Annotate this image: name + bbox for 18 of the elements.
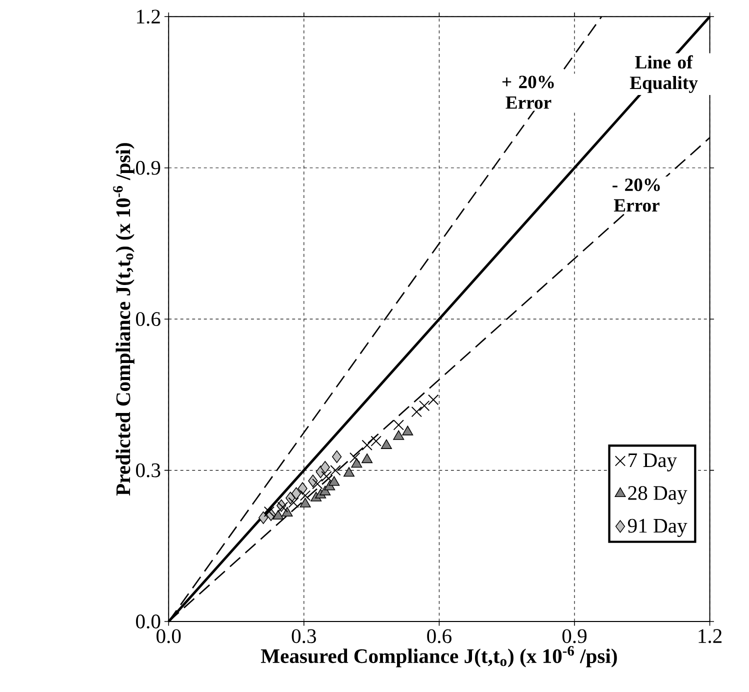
y-tick-label: 0.0 bbox=[136, 614, 160, 628]
x-tick-label: 0.6 bbox=[427, 629, 452, 644]
x-tick-label: 1.2 bbox=[698, 629, 722, 644]
annotation: - 20% Error bbox=[612, 178, 660, 212]
y-tick-label: 0.6 bbox=[136, 312, 160, 326]
annotation: Line of Equality bbox=[630, 55, 698, 93]
legend-label: 91 Day bbox=[628, 518, 688, 537]
y-tick-label: 0.9 bbox=[136, 160, 160, 175]
y-tick-label: 0.3 bbox=[136, 463, 160, 478]
x-axis-title: Measured Compliance J(t,t$_{o}$) (x 10$^{-6}$ /psi) bbox=[260, 646, 617, 668]
legend-label: 7 Day bbox=[628, 453, 677, 472]
x-tick-label: 0.9 bbox=[562, 629, 587, 644]
legend-label: 28 Day bbox=[628, 486, 688, 504]
y-tick-label: 1.2 bbox=[137, 10, 160, 24]
annotation: + 20% Error bbox=[502, 76, 554, 109]
x-tick-label: 0.3 bbox=[292, 629, 316, 644]
x-tick-label: 0.0 bbox=[156, 629, 181, 644]
y-axis-title: Predicted Compliance J(t,t$_{o}$) (x 10$^{-6}$ /psi) bbox=[113, 143, 134, 496]
